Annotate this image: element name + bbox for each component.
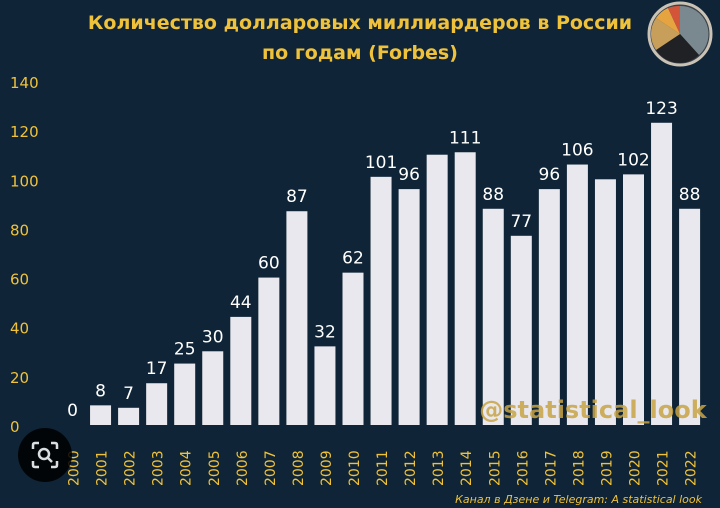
x-tick-label: 2016 <box>515 450 531 486</box>
x-tick-label: 2010 <box>347 450 363 486</box>
bar <box>510 235 532 425</box>
bar <box>230 316 252 425</box>
bar <box>342 272 364 425</box>
bar <box>538 189 560 425</box>
bar <box>426 154 448 425</box>
x-tick-label: 2014 <box>459 450 475 486</box>
y-tick-label: 60 <box>10 271 29 289</box>
lens-search-button[interactable] <box>18 428 72 482</box>
x-tick-label: 2004 <box>179 450 195 486</box>
data-label: 0 <box>67 401 78 421</box>
data-label: 88 <box>679 185 701 205</box>
data-label: 17 <box>146 359 168 379</box>
data-label: 106 <box>561 141 593 161</box>
data-label: 102 <box>617 150 649 170</box>
x-tick-label: 2015 <box>487 450 503 486</box>
data-label: 87 <box>286 187 308 207</box>
data-label: 60 <box>258 254 280 274</box>
x-tick-label: 2007 <box>263 450 279 486</box>
data-label: 30 <box>202 327 224 347</box>
lens-search-icon <box>31 441 59 469</box>
pie-chart-icon <box>647 1 713 67</box>
data-label: 96 <box>398 165 420 185</box>
x-tick-label: 2006 <box>235 450 251 486</box>
footer-credit: Канал в Дзене и Telegram: A statistical … <box>455 493 702 506</box>
chart-title-line2: по годам (Forbes) <box>262 42 458 64</box>
bar <box>623 174 644 425</box>
y-tick-label: 80 <box>10 221 29 239</box>
bar <box>314 346 336 425</box>
bar <box>90 405 112 425</box>
data-label: 32 <box>314 322 336 342</box>
chart-title-line1: Количество долларовых миллиардеров в Рос… <box>87 12 633 34</box>
y-tick-label: 0 <box>10 418 20 436</box>
x-tick-label: 2019 <box>599 450 615 486</box>
x-tick-label: 2012 <box>403 450 419 486</box>
bar <box>258 277 280 425</box>
bar <box>482 208 504 425</box>
x-tick-label: 2002 <box>123 450 139 486</box>
y-tick-label: 20 <box>10 369 29 387</box>
x-tick-label: 2013 <box>431 450 447 486</box>
bar <box>454 152 476 425</box>
bar <box>566 164 588 426</box>
x-tick-label: 2009 <box>319 450 335 486</box>
data-label: 123 <box>645 99 677 119</box>
data-label: 62 <box>342 249 364 269</box>
bar <box>679 208 701 425</box>
data-label: 25 <box>174 340 196 360</box>
x-tick-label: 2020 <box>628 450 644 486</box>
bar <box>146 383 168 425</box>
x-tick-label: 2005 <box>207 450 223 486</box>
bar <box>398 189 420 425</box>
bar <box>370 176 392 425</box>
x-tick-label: 2022 <box>684 450 700 486</box>
x-tick-label: 2021 <box>656 450 672 486</box>
bar <box>118 407 140 425</box>
x-tick-label: 2003 <box>151 450 167 486</box>
bar <box>174 363 196 425</box>
data-label: 77 <box>510 212 532 232</box>
y-tick-label: 100 <box>10 172 39 190</box>
data-label: 96 <box>539 165 561 185</box>
y-tick-label: 40 <box>10 320 29 338</box>
data-label: 7 <box>123 384 134 404</box>
data-label: 44 <box>230 293 252 313</box>
data-label: 111 <box>449 128 481 148</box>
y-tick-label: 140 <box>10 74 39 92</box>
y-tick-label: 120 <box>10 123 39 141</box>
data-label: 101 <box>365 153 397 173</box>
x-tick-label: 2008 <box>291 450 307 486</box>
bar <box>651 122 673 426</box>
data-label: 88 <box>482 185 504 205</box>
x-tick-label: 2017 <box>543 450 559 486</box>
x-tick-label: 2011 <box>375 450 391 486</box>
watermark: @statistical_look <box>479 396 707 424</box>
bar <box>594 179 616 425</box>
data-label: 8 <box>95 381 106 401</box>
bar <box>202 351 224 425</box>
x-tick-label: 2018 <box>571 450 587 486</box>
x-tick-label: 2001 <box>95 450 111 486</box>
bar <box>286 211 308 425</box>
